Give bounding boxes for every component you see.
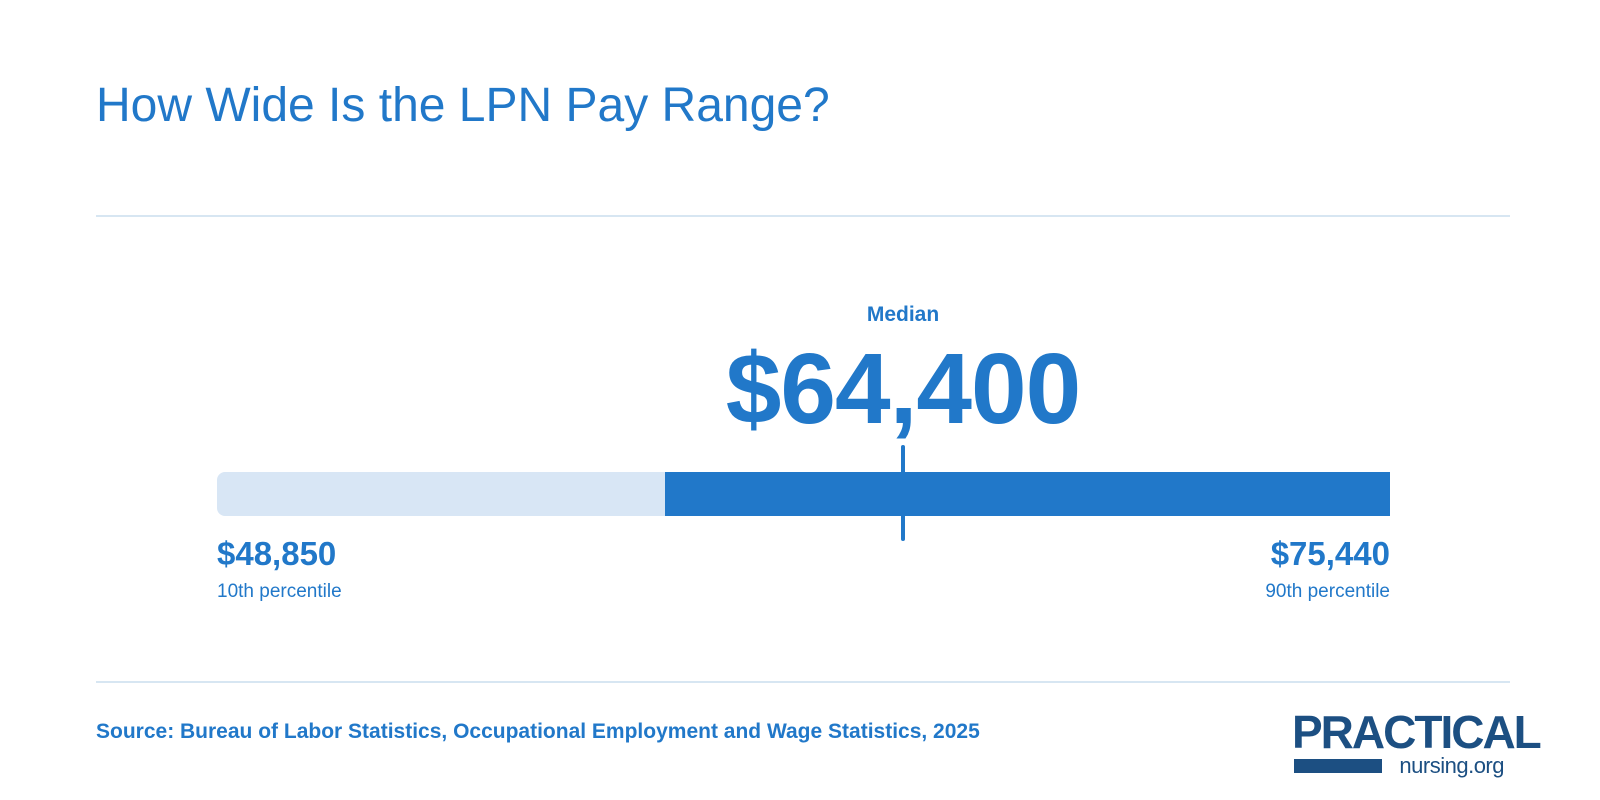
bottom-divider (96, 681, 1510, 683)
top-divider (96, 215, 1510, 217)
range-track (217, 472, 1390, 516)
high-label: 90th percentile (1265, 581, 1390, 602)
logo-bar (1294, 759, 1382, 773)
source-note: Source: Bureau of Labor Statistics, Occu… (96, 720, 980, 743)
range-track-fill (665, 472, 1390, 516)
low-value: $48,850 (217, 535, 337, 572)
practical-nursing-logo: PRACTICAL nursing.org (1292, 707, 1542, 779)
median-marker (900, 445, 905, 541)
page-title: How Wide Is the LPN Pay Range? (96, 79, 830, 132)
median-label: Median (866, 303, 940, 326)
low-label: 10th percentile (217, 581, 342, 602)
median-value: $64,400 (725, 333, 1081, 445)
high-value: $75,440 (1270, 535, 1390, 572)
logo-wordmark: PRACTICAL (1292, 706, 1542, 758)
logo-subtext: nursing.org (1399, 753, 1504, 778)
